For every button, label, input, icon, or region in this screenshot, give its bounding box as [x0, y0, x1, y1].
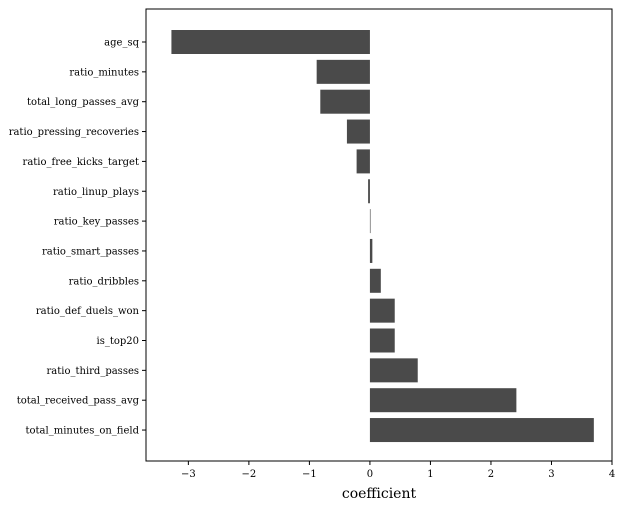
bar-age-sq: [171, 30, 370, 54]
bar-ratio-def-duels-won: [369, 298, 395, 323]
bar-total-long-passes-avg: [320, 89, 370, 114]
plot-frame: [145, 8, 613, 462]
x-ticks: −3 −2 −1 0 1 2 3 4: [181, 461, 615, 480]
x-tick-label: 4: [609, 469, 615, 480]
y-tick-label-ratio-dribbles: ratio_dribbles: [69, 276, 139, 287]
y-tick-label-ratio-def-duels-won: ratio_def_duels_won: [36, 306, 140, 317]
bar-is-top20: [369, 328, 395, 353]
x-tick-label: 1: [427, 469, 433, 480]
y-tick-label-ratio-smart-passes: ratio_smart_passes: [42, 246, 139, 257]
bar-ratio-linup-plays: [368, 179, 370, 204]
bar-ratio-smart-passes: [369, 238, 373, 263]
y-tick-label-age-sq: age_sq: [104, 38, 139, 49]
y-tick-label-ratio-free-kicks-target: ratio_free_kicks_target: [23, 157, 139, 168]
y-tick-label-ratio-linup-plays: ratio_linup_plays: [53, 187, 139, 198]
bar-ratio-third-passes: [369, 358, 418, 383]
bar-ratio-minutes: [316, 59, 370, 84]
x-tick-label: 0: [367, 469, 373, 480]
y-tick-labels: age_sq ratio_minutes total_long_passes_avg…: [9, 38, 146, 437]
y-tick-label-ratio-key-passes: ratio_key_passes: [54, 217, 139, 228]
bar-ratio-free-kicks-target: [356, 149, 370, 174]
x-tick-label: 3: [548, 469, 554, 480]
y-tick-label-total-long-passes-avg: total_long_passes_avg: [27, 97, 140, 108]
y-tick-label-ratio-pressing-recoveries: ratio_pressing_recoveries: [9, 127, 139, 138]
y-tick-label-total-received-pass-avg: total_received_pass_avg: [17, 396, 140, 407]
y-tick-label-total-minutes-on-field: total_minutes_on_field: [26, 426, 140, 437]
bar-ratio-pressing-recoveries: [346, 119, 370, 144]
bars: [171, 30, 594, 443]
y-tick-label-ratio-third-passes: ratio_third_passes: [47, 366, 140, 377]
y-tick-label-is-top20: is_top20: [97, 336, 140, 347]
x-tick-label: 2: [488, 469, 494, 480]
x-tick-label: −1: [302, 469, 317, 480]
bar-ratio-dribbles: [369, 268, 381, 293]
x-tick-label: −2: [242, 469, 257, 480]
x-tick-label: −3: [181, 469, 196, 480]
y-tick-label-ratio-minutes: ratio_minutes: [69, 67, 139, 78]
bar-ratio-key-passes: [369, 209, 371, 234]
x-axis-title: coefficient: [342, 486, 417, 502]
bar-total-minutes-on-field: [369, 418, 594, 443]
bar-total-received-pass-avg: [369, 388, 517, 413]
